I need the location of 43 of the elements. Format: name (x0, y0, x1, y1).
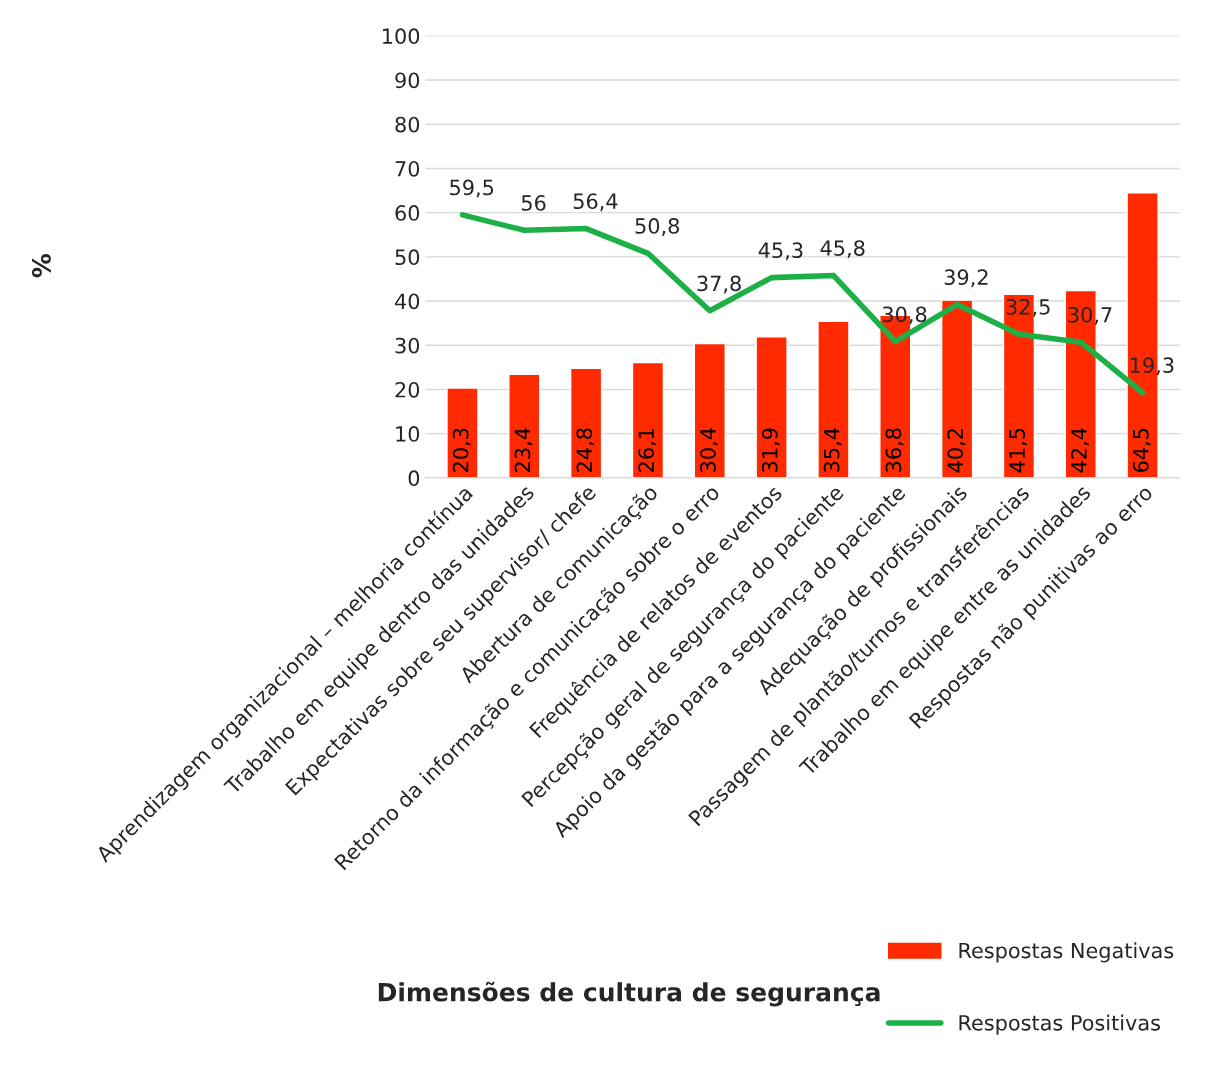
data-label: 45,8 (820, 240, 865, 259)
bar (940, 299, 974, 478)
y-tick-label: 20 (395, 381, 420, 398)
y-tick-label: 40 (395, 293, 420, 310)
y-tick-label: 80 (395, 116, 420, 133)
data-label: 24,8 (576, 428, 595, 472)
y-tick-label: 50 (395, 249, 420, 266)
data-label: 59,5 (450, 179, 494, 198)
data-label: 64,5 (1132, 428, 1151, 472)
data-label: 50,8 (635, 218, 679, 236)
y-tick-label: 0 (408, 470, 420, 487)
bar (817, 320, 850, 478)
y-tick-label: 10 (396, 426, 420, 442)
data-label: 23,4 (514, 428, 533, 472)
data-label: 36,8 (885, 428, 904, 472)
data-label: 26,1 (638, 428, 657, 472)
data-label: 45,3 (758, 242, 803, 261)
y-tick-label: 60 (395, 205, 420, 221)
data-label: 56 (521, 195, 546, 211)
y-axis-title: % (31, 253, 51, 278)
data-label: 37,8 (697, 275, 741, 294)
legend-label: Respostas Positivas (959, 1014, 1160, 1035)
bar (569, 367, 603, 478)
legend-label: Respostas Negativas (959, 942, 1174, 963)
data-label: 42,4 (1071, 428, 1089, 473)
data-label: 40,2 (947, 429, 966, 473)
y-tick-label: 90 (395, 72, 420, 89)
bar (508, 373, 541, 478)
data-label: 56,4 (573, 193, 618, 212)
bar (693, 342, 726, 478)
y-tick-label: 100 (383, 28, 420, 45)
data-label: 31,9 (761, 428, 780, 472)
data-label: 41,5 (1009, 428, 1028, 473)
bar (631, 361, 665, 478)
data-label: 39,2 (944, 269, 988, 288)
bar (755, 336, 788, 478)
data-label: 20,3 (452, 428, 471, 472)
y-tick-label: 70 (395, 160, 420, 177)
x-axis-title: Dimensões de cultura de segurança (378, 981, 880, 1007)
data-label: 35,4 (823, 428, 842, 472)
y-tick-label: 30 (395, 337, 420, 354)
data-label: 30,4 (700, 428, 718, 472)
bar (446, 387, 479, 478)
